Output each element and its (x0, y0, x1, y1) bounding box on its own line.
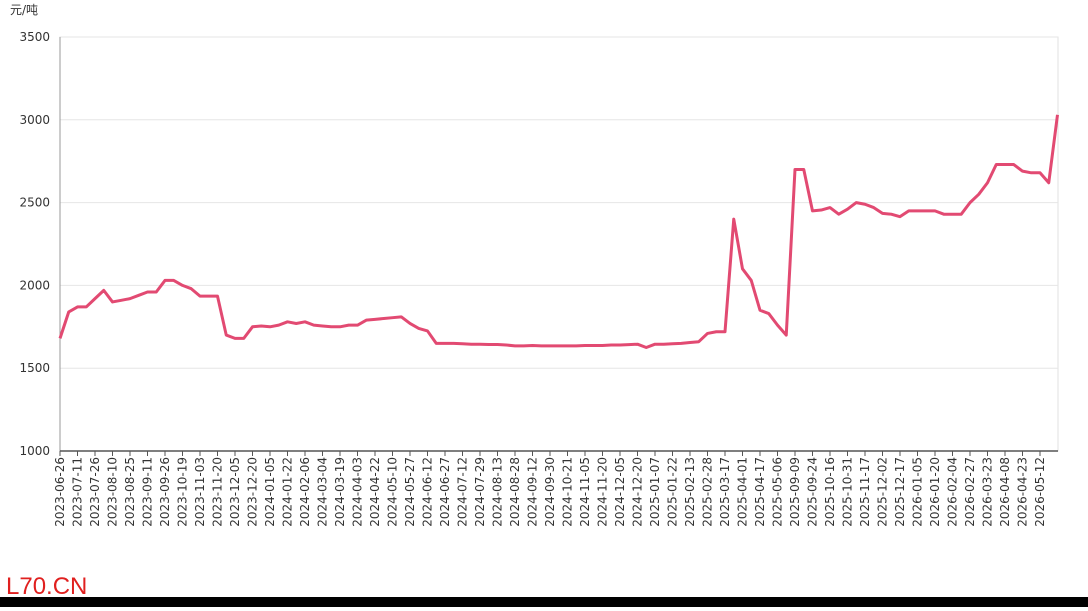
y-tick-label: 2000 (19, 278, 50, 292)
x-tick-label: 2025-10-16 (823, 457, 837, 527)
x-tick-label: 2025-04-01 (736, 457, 750, 527)
x-tick-label: 2026-05-12 (1033, 457, 1047, 527)
x-tick-label: 2024-05-10 (386, 457, 400, 527)
x-tick-label: 2024-05-27 (403, 457, 417, 527)
y-tick-label: 1000 (19, 444, 50, 458)
x-tick-label: 2024-04-22 (368, 457, 382, 527)
x-tick-label: 2025-12-17 (893, 457, 907, 527)
x-tick-label: 2024-11-05 (578, 457, 592, 527)
x-tick-label: 2024-06-27 (438, 457, 452, 527)
x-tick-label: 2023-12-20 (246, 457, 260, 527)
x-tick-label: 2025-02-28 (701, 457, 715, 527)
x-tick-label: 2026-01-20 (928, 457, 942, 527)
x-tick-label: 2026-04-23 (1016, 457, 1030, 527)
x-tick-label: 2025-09-09 (788, 457, 802, 527)
x-tick-label: 2026-04-08 (998, 457, 1012, 527)
x-tick-label: 2024-08-13 (491, 457, 505, 527)
x-tick-label: 2023-12-05 (228, 457, 242, 527)
plot-frame (59, 36, 1059, 452)
x-tick-label: 2023-09-11 (141, 457, 155, 527)
y-tick-label: 2500 (19, 196, 50, 210)
x-tick-label: 2024-09-12 (526, 457, 540, 527)
x-tick-label: 2024-09-30 (543, 457, 557, 527)
x-tick-label: 2023-11-03 (193, 457, 207, 527)
x-tick-label: 2024-01-22 (281, 457, 295, 527)
x-tick-label: 2023-08-25 (123, 457, 137, 527)
x-tick-label: 2026-02-04 (946, 457, 960, 527)
x-tick-label: 2023-07-11 (71, 457, 85, 527)
x-tick-label: 2025-03-17 (718, 457, 732, 527)
x-tick-label: 2025-05-06 (771, 457, 785, 527)
line (58, 114, 1059, 349)
x-tick-label: 2024-06-12 (421, 457, 435, 527)
y-tick-label: 3500 (19, 30, 50, 44)
x-tick-label: 2023-07-26 (88, 457, 102, 527)
x-tick-label: 2024-12-20 (631, 457, 645, 527)
x-tick-label: 2025-10-31 (841, 457, 855, 527)
x-tick-label: 2024-01-05 (263, 457, 277, 527)
x-tick-label: 2025-01-22 (666, 457, 680, 527)
x-tick-label: 2023-06-26 (53, 457, 67, 527)
y-tick-label: 3000 (19, 113, 50, 127)
x-tick-label: 2025-04-17 (753, 457, 767, 527)
y-tick-label: 1500 (19, 361, 50, 375)
x-tick-label: 2025-01-07 (648, 457, 662, 527)
x-tick-label: 2024-07-29 (473, 457, 487, 527)
x-tick-label: 2026-02-27 (963, 457, 977, 527)
x-tick-label: 2026-01-05 (911, 457, 925, 527)
x-tick-label: 2023-11-20 (211, 457, 225, 527)
y-axis-label: 元/吨 (10, 3, 38, 17)
bottom-bar (0, 597, 1088, 607)
x-tick-label: 2023-10-19 (176, 457, 190, 527)
x-tick-label: 2025-12-02 (876, 457, 890, 527)
x-tick-label: 2024-04-03 (351, 457, 365, 527)
x-tick-label: 2026-03-23 (981, 457, 995, 527)
x-tick-label: 2024-12-05 (613, 457, 627, 527)
x-tick-label: 2024-07-12 (456, 457, 470, 527)
x-tick-label: 2025-09-24 (806, 457, 820, 527)
x-tick-label: 2023-09-26 (158, 457, 172, 527)
x-tick-label: 2024-08-28 (508, 457, 522, 527)
x-tick-label: 2025-02-13 (683, 457, 697, 527)
x-tick-label: 2024-03-19 (333, 457, 347, 527)
x-tick-label: 2024-10-21 (561, 457, 575, 527)
x-tick-label: 2025-11-17 (858, 457, 872, 527)
watermark: L70.CN (6, 573, 87, 600)
x-tick-label: 2024-02-06 (298, 457, 312, 527)
x-tick-label: 2024-11-20 (596, 457, 610, 527)
x-tick-label: 2024-03-04 (316, 457, 330, 527)
x-tick-label: 2023-08-10 (106, 457, 120, 527)
